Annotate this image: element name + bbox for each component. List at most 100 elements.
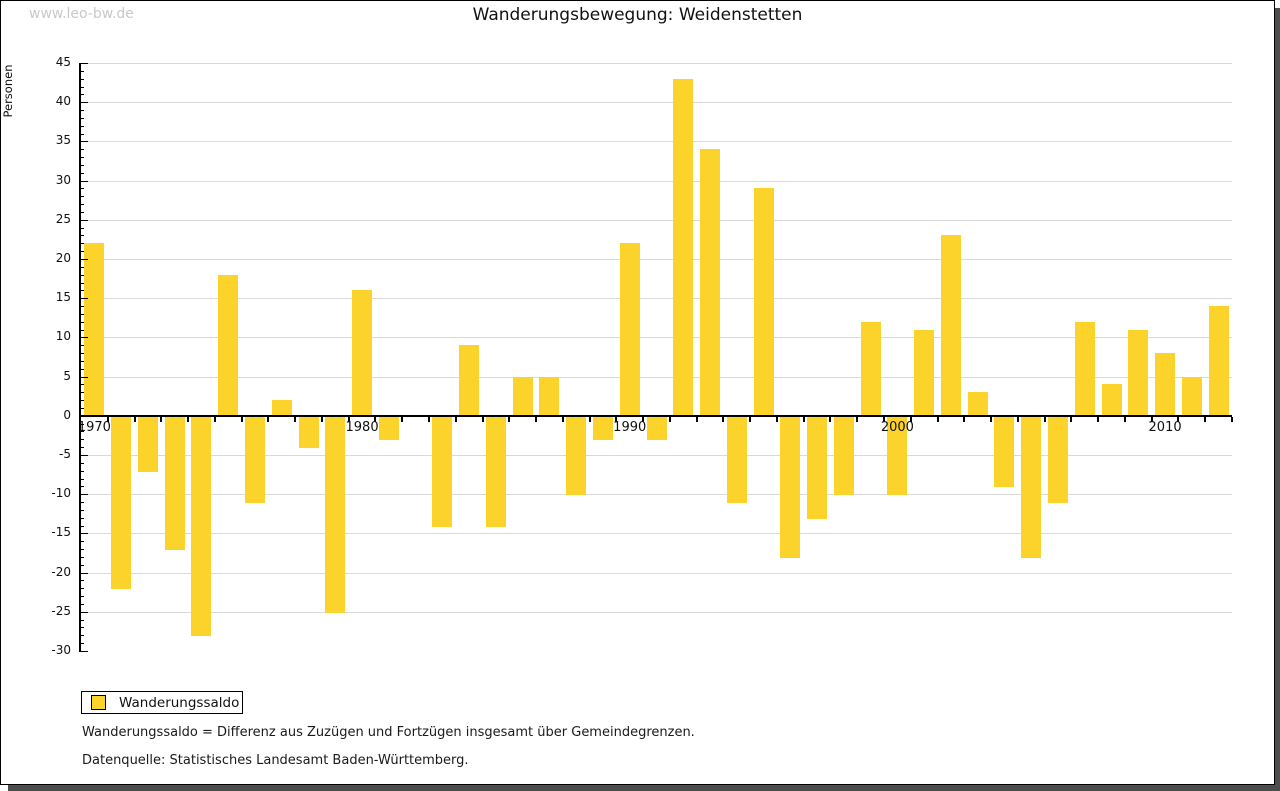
x-tick-38 [1097,416,1100,422]
x-tick-8 [294,416,297,422]
y-tick-label-40: 40 [55,94,71,109]
x-tick-label-2000: 2000 [880,419,914,435]
y-minor-tick--26 [81,619,84,621]
gridline--15 [81,533,1232,535]
bar-1972 [137,416,158,472]
y-minor-tick--28 [81,635,84,637]
x-tick-label-1980: 1980 [345,419,379,435]
x-tick-18 [561,416,564,422]
x-tick-34 [990,416,993,422]
y-tick-label--30: -30 [51,643,71,657]
y-tick-label-35: 35 [55,133,71,148]
y-minor-tick-22 [81,243,84,245]
y-major-tick--10 [81,494,88,496]
y-minor-tick-11 [81,329,84,331]
y-minor-tick-26 [81,211,84,213]
x-tick-16 [508,416,511,422]
y-minor-tick--24 [81,603,84,605]
bar-1990 [619,243,640,415]
y-major-tick-30 [81,180,88,182]
x-tick-36 [1043,416,1046,422]
bar-2009 [1128,329,1149,415]
y-minor-tick-16 [81,290,84,292]
y-minor-tick--12 [81,509,84,511]
y-tick-label--25: -25 [51,603,71,618]
bar-2003 [967,392,988,415]
x-tick-label-1970: 1970 [77,419,111,435]
x-tick-43 [1231,416,1233,422]
bar-1977 [271,400,292,415]
y-minor-tick-1 [81,407,84,409]
x-tick-2 [133,416,136,422]
bar-2011 [1181,376,1202,415]
y-major-tick-0 [81,415,88,417]
x-tick-39 [1123,416,1126,422]
y-major-tick--15 [81,533,88,535]
y-tick-label-45: 45 [55,55,71,69]
x-tick-11 [374,416,377,422]
x-tick-27 [802,416,805,422]
x-tick-label-1990: 1990 [613,419,647,435]
y-tick-label-5: 5 [63,368,71,383]
bar-1997 [807,416,828,519]
y-major-tick-15 [81,298,88,300]
bar-1985 [485,416,506,527]
gridline-20 [81,259,1232,260]
y-major-tick--30 [81,651,88,652]
bar-1996 [780,416,801,558]
x-tick-41 [1177,416,1180,422]
bar-1983 [432,416,453,527]
bar-2000 [887,416,908,496]
x-tick-40 [1150,416,1153,422]
y-major-tick-5 [81,376,88,378]
y-minor-tick--16 [81,541,84,543]
y-minor-tick-27 [81,204,84,206]
bar-1976 [244,416,265,504]
y-tick-label-10: 10 [55,329,71,344]
y-minor-tick-39 [81,110,84,112]
y-minor-tick-43 [81,78,84,80]
x-tick-24 [722,416,725,422]
x-tick-37 [1070,416,1073,422]
y-minor-tick--21 [81,580,84,582]
y-tick-label--10: -10 [51,486,71,501]
y-minor-tick-42 [81,86,84,88]
x-tick-10 [347,416,350,422]
y-minor-tick-8 [81,353,84,355]
y-minor-tick--23 [81,596,84,598]
y-major-tick-35 [81,141,88,143]
x-tick-35 [1016,416,1019,422]
y-minor-tick-38 [81,117,84,119]
bar-1986 [512,376,533,415]
bar-1993 [700,149,721,415]
y-minor-tick-14 [81,306,84,308]
y-major-tick-45 [81,63,88,64]
y-minor-tick-37 [81,125,84,127]
y-major-tick-10 [81,337,88,339]
y-tick-label-30: 30 [55,172,71,187]
y-minor-tick--19 [81,564,84,566]
y-minor-tick-44 [81,70,84,72]
gridline-40 [81,102,1232,104]
x-tick-15 [481,416,484,422]
y-minor-tick-19 [81,266,84,268]
bar-1987 [539,376,560,415]
gridline-35 [81,141,1232,143]
x-tick-33 [963,416,966,422]
x-tick-12 [401,416,404,422]
x-tick-23 [695,416,698,422]
x-tick-19 [588,416,591,422]
bar-1981 [378,416,399,441]
bar-2005 [1021,416,1042,558]
bar-1980 [352,290,373,415]
bar-1984 [459,345,480,415]
y-minor-tick--3 [81,439,84,441]
bar-1975 [218,274,239,415]
y-minor-tick-6 [81,368,84,370]
gridline-5 [81,376,1232,378]
legend-label: Wanderungssaldo [119,694,240,711]
y-minor-tick--14 [81,525,84,527]
gridline--20 [81,572,1232,574]
y-minor-tick-29 [81,188,84,190]
